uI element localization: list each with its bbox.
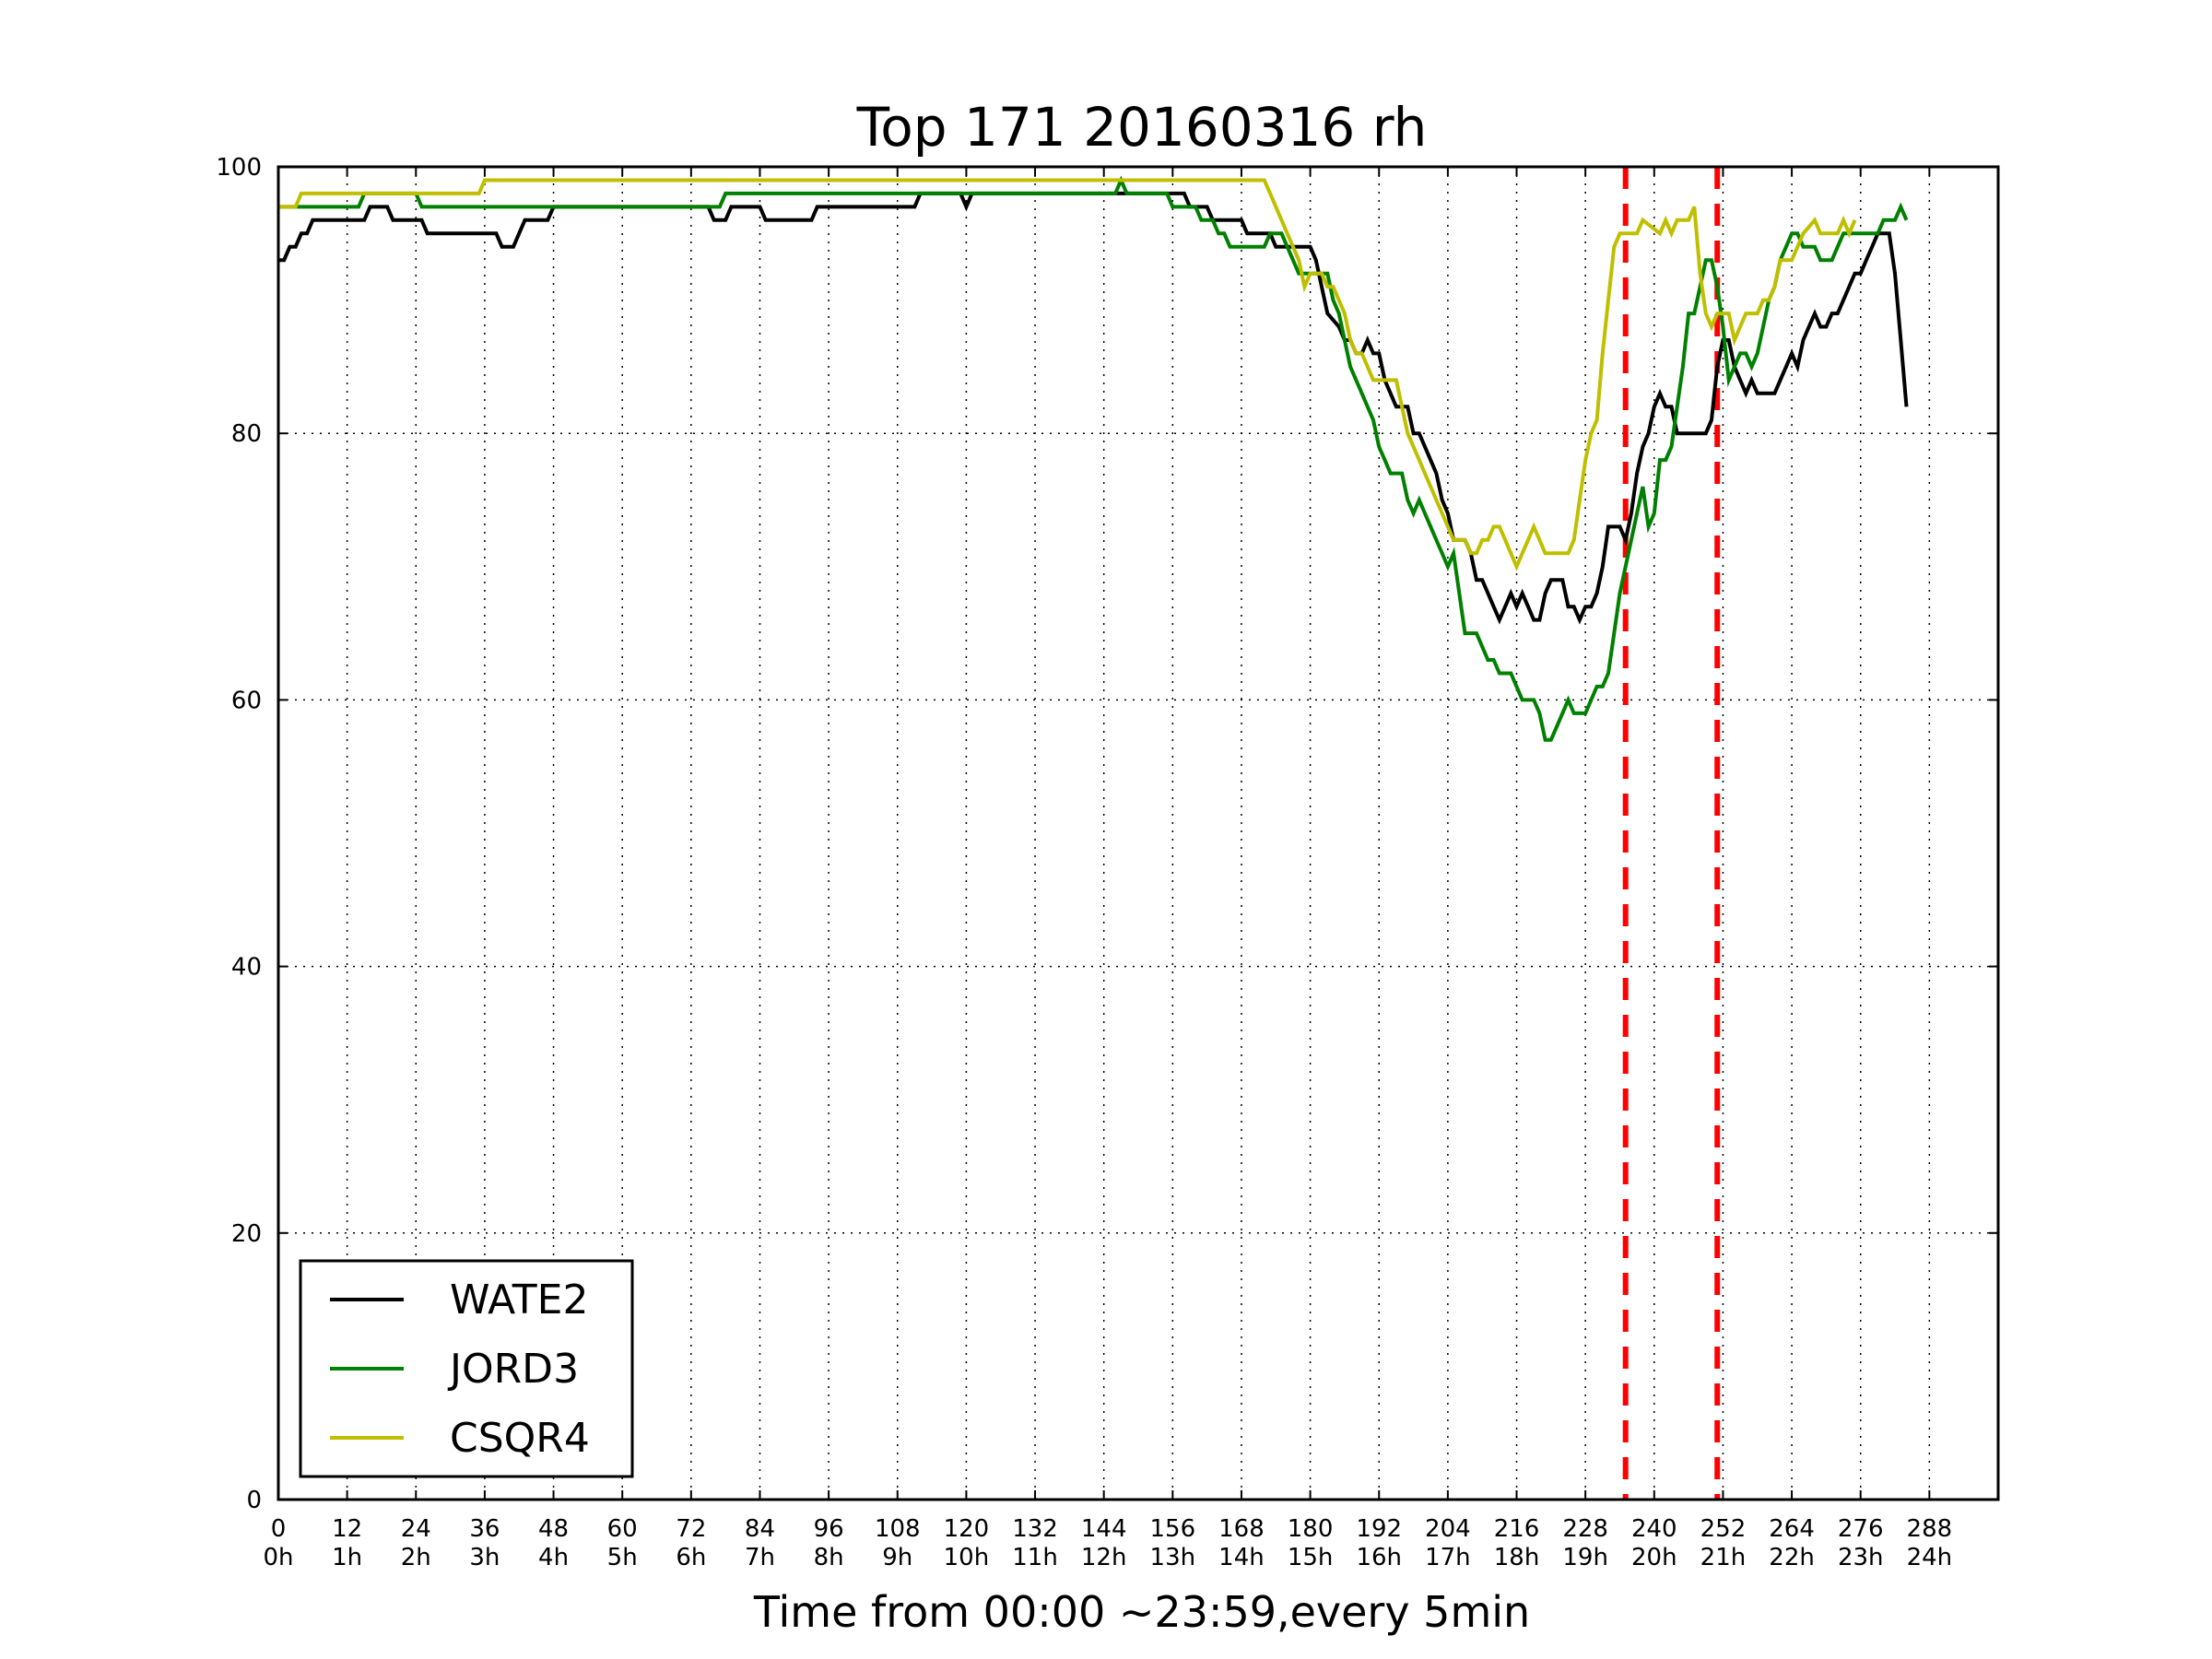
series-lines <box>278 175 1909 742</box>
x-tick-label: 36 <box>469 1515 500 1543</box>
x-tick-hour-label: 6h <box>676 1544 706 1571</box>
x-tick-hour-label: 11h <box>1012 1544 1058 1571</box>
x-tick-label: 288 <box>1907 1515 1953 1543</box>
x-tick-hour-label: 1h <box>332 1544 362 1571</box>
axis-ticks: 00h121h242h363h484h605h726h847h968h1089h… <box>216 154 1998 1571</box>
x-tick-label: 204 <box>1425 1515 1471 1543</box>
x-tick-label: 24 <box>401 1515 431 1543</box>
x-tick-label: 12 <box>332 1515 362 1543</box>
x-tick-hour-label: 17h <box>1425 1544 1471 1571</box>
x-tick-hour-label: 9h <box>882 1544 912 1571</box>
series-line-wate2 <box>278 191 1909 625</box>
x-tick-hour-label: 3h <box>469 1544 500 1571</box>
x-tick-hour-label: 14h <box>1218 1544 1265 1571</box>
y-tick-label: 80 <box>231 420 262 448</box>
series-line-csqr4 <box>278 178 1857 571</box>
x-tick-label: 132 <box>1012 1515 1058 1543</box>
x-tick-label: 60 <box>607 1515 638 1543</box>
x-tick-label: 276 <box>1838 1515 1884 1543</box>
series-line-jord3 <box>278 175 1909 742</box>
y-tick-label: 0 <box>246 1487 262 1514</box>
x-tick-label: 252 <box>1700 1515 1747 1543</box>
x-tick-label: 48 <box>538 1515 569 1543</box>
x-tick-label: 156 <box>1149 1515 1195 1543</box>
x-tick-label: 72 <box>676 1515 706 1543</box>
x-tick-label: 228 <box>1562 1515 1608 1543</box>
y-tick-label: 20 <box>231 1220 262 1248</box>
x-tick-label: 240 <box>1631 1515 1677 1543</box>
x-tick-label: 84 <box>745 1515 775 1543</box>
y-tick-label: 60 <box>231 687 262 714</box>
legend: WATE2 JORD3 CSQR4 <box>299 1259 634 1478</box>
y-tick-label: 100 <box>216 154 262 182</box>
x-tick-hour-label: 18h <box>1494 1544 1540 1571</box>
x-tick-hour-label: 23h <box>1838 1544 1884 1571</box>
x-tick-hour-label: 12h <box>1081 1544 1127 1571</box>
x-tick-hour-label: 21h <box>1700 1544 1747 1571</box>
x-tick-label: 192 <box>1356 1515 1402 1543</box>
x-tick-hour-label: 19h <box>1562 1544 1608 1571</box>
x-tick-hour-label: 15h <box>1288 1544 1334 1571</box>
legend-label: WATE2 <box>450 1277 588 1324</box>
plot-frame <box>276 165 2000 1501</box>
x-tick-hour-label: 2h <box>401 1544 431 1571</box>
x-tick-label: 180 <box>1288 1515 1334 1543</box>
x-tick-hour-label: 4h <box>538 1544 569 1571</box>
x-tick-label: 216 <box>1494 1515 1540 1543</box>
x-tick-label: 96 <box>814 1515 844 1543</box>
chart-title: Top 171 20160316 rh <box>856 96 1428 159</box>
x-tick-label: 168 <box>1218 1515 1265 1543</box>
x-tick-hour-label: 7h <box>745 1544 775 1571</box>
x-tick-hour-label: 13h <box>1150 1544 1196 1571</box>
x-tick-label: 108 <box>875 1515 921 1543</box>
legend-label: CSQR4 <box>450 1415 590 1462</box>
x-tick-hour-label: 24h <box>1907 1544 1953 1571</box>
x-tick-hour-label: 20h <box>1631 1544 1677 1571</box>
x-tick-label: 264 <box>1769 1515 1815 1543</box>
x-tick-hour-label: 8h <box>814 1544 844 1571</box>
y-tick-label: 40 <box>231 954 262 982</box>
x-tick-hour-label: 5h <box>607 1544 638 1571</box>
reference-lines <box>1622 167 1721 1500</box>
x-tick-hour-label: 16h <box>1356 1544 1402 1571</box>
x-tick-hour-label: 22h <box>1769 1544 1815 1571</box>
x-tick-label: 144 <box>1081 1515 1127 1543</box>
legend-label: JORD3 <box>447 1346 579 1393</box>
x-tick-hour-label: 10h <box>944 1544 990 1571</box>
x-tick-label: 120 <box>944 1515 990 1543</box>
x-axis-label: Time from 00:00 ~23:59,every 5min <box>753 1587 1530 1637</box>
x-tick-label: 0 <box>271 1515 287 1543</box>
x-tick-hour-label: 0h <box>263 1544 293 1571</box>
